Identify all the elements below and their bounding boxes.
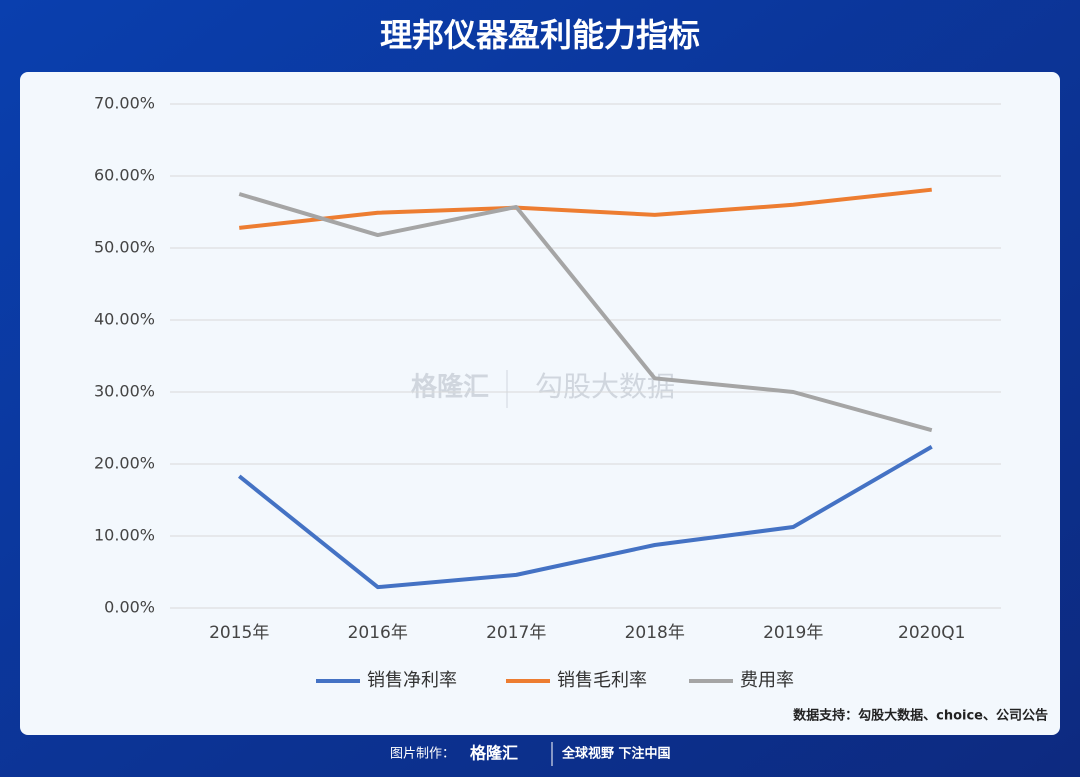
footer-slogan: 全球视野 下注中国 xyxy=(561,746,671,762)
footer-brand: 格隆汇 xyxy=(470,744,518,763)
x-tick-label: 2019年 xyxy=(763,623,823,643)
y-tick-label: 10.00% xyxy=(94,526,155,545)
y-tick-label: 40.00% xyxy=(94,310,155,329)
y-tick-label: 20.00% xyxy=(94,454,155,473)
panel xyxy=(20,72,1060,735)
footer-label: 图片制作： xyxy=(390,747,455,762)
legend-label: 销售净利率 xyxy=(367,670,457,691)
x-tick-label: 2020Q1 xyxy=(898,623,965,643)
legend-label: 费用率 xyxy=(740,670,794,691)
x-tick-label: 2016年 xyxy=(348,623,408,643)
y-tick-label: 30.00% xyxy=(94,382,155,401)
y-tick-label: 60.00% xyxy=(94,166,155,185)
y-tick-label: 0.00% xyxy=(104,598,155,617)
line xyxy=(238,444,933,590)
x-tick-label: 2017年 xyxy=(486,623,546,643)
legend-label: 销售毛利率 xyxy=(557,670,647,691)
line xyxy=(239,187,932,230)
x-tick-label: 2018年 xyxy=(625,623,685,643)
y-tick-label: 70.00% xyxy=(94,94,155,113)
y-tick-label: 50.00% xyxy=(94,238,155,257)
title: 理邦仪器盈利能力指标 xyxy=(380,16,700,54)
x-tick-label: 2015年 xyxy=(209,623,269,643)
watermark: 格隆汇 xyxy=(411,372,489,403)
source: 数据支持：勾股大数据、choice、公司公告 xyxy=(793,708,1048,724)
line xyxy=(238,192,933,433)
